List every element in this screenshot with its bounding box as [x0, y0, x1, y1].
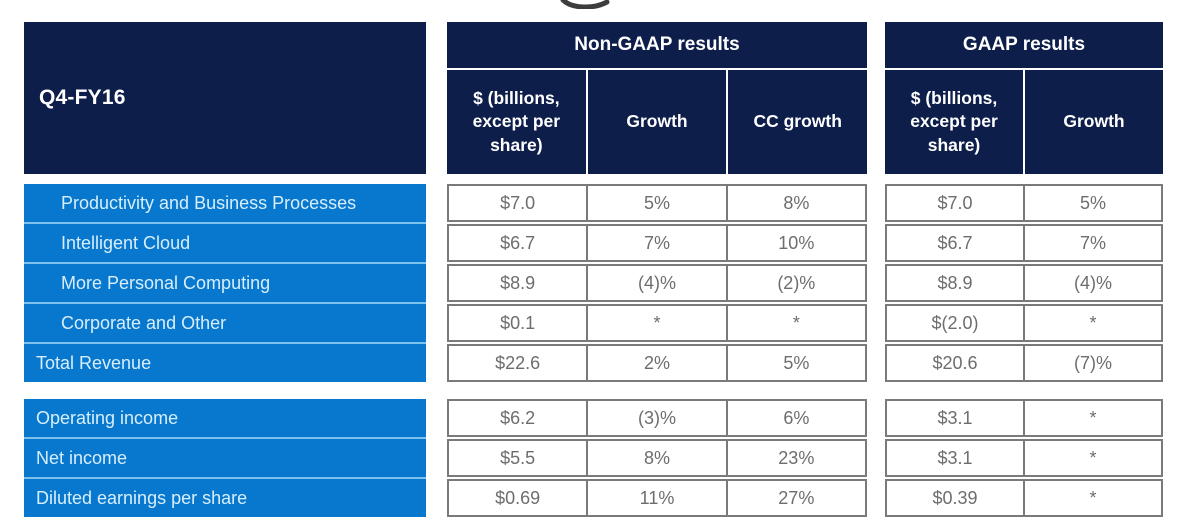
table-row: $0.69 11% 27% [447, 479, 867, 517]
value-cell: * [586, 306, 725, 340]
value-cell: 23% [725, 441, 865, 475]
value-cell: $3.1 [937, 447, 973, 468]
non-gaap-title: Non-GAAP results [447, 22, 867, 70]
value-cell: $20.6 [932, 352, 978, 373]
row-label-intelligent-cloud: Intelligent Cloud [24, 224, 426, 262]
revenue-row-labels: Productivity and Business Processes Inte… [24, 184, 426, 382]
value-cell: $3.1 [937, 407, 973, 428]
column-header-dollars: $ (billions, except per share) [910, 88, 998, 155]
value-cell: $8.9 [500, 272, 536, 293]
table-row: $6.7 7% 10% [447, 224, 867, 262]
row-label-corporate-and-other: Corporate and Other [24, 304, 426, 342]
value-cell: $6.2 [500, 407, 536, 428]
row-label-productivity-business-processes: Productivity and Business Processes [24, 184, 426, 222]
value-cell: 8% [725, 186, 865, 220]
table-row: $22.6 2% 5% [447, 344, 867, 382]
row-label-text: Operating income [36, 407, 179, 428]
value-cell: 2% [586, 346, 725, 380]
value-cell: $0.39 [932, 487, 978, 508]
value-cell: 27% [725, 481, 865, 515]
income-row-labels: Operating income Net income Diluted earn… [24, 399, 426, 517]
column-header-cc-growth: CC growth [726, 70, 867, 174]
table-row: $6.2 (3)% 6% [447, 399, 867, 437]
table-row: $0.1 * * [447, 304, 867, 342]
value-cell: 8% [586, 441, 725, 475]
gaap-revenue-table: $7.0 5% $6.7 7% $8.9 (4)% $(2.0) * $20.6… [885, 184, 1163, 382]
non-gaap-header: Non-GAAP results $ (billions, except per… [447, 22, 867, 174]
row-label-text: Intelligent Cloud [61, 232, 191, 253]
table-row: $8.9 (4)% [885, 264, 1163, 302]
value-cell: $22.6 [495, 352, 541, 373]
value-cell: $6.7 [937, 232, 973, 253]
row-label-text: Total Revenue [36, 352, 152, 373]
period-label: Q4-FY16 [39, 86, 126, 109]
value-cell: $0.1 [500, 312, 536, 333]
value-cell: $0.69 [495, 487, 541, 508]
value-cell: $(2.0) [931, 312, 979, 333]
row-label-text: Productivity and Business Processes [61, 192, 357, 213]
non-gaap-column-headers: $ (billions, except per share) Growth CC… [447, 70, 867, 174]
value-cell: $5.5 [500, 447, 536, 468]
gaap-title: GAAP results [885, 22, 1163, 70]
non-gaap-income-table: $6.2 (3)% 6% $5.5 8% 23% $0.69 11% 27% [447, 399, 867, 517]
table-row: $6.7 7% [885, 224, 1163, 262]
table-row: $(2.0) * [885, 304, 1163, 342]
row-label-operating-income: Operating income [24, 399, 426, 437]
value-cell: (7)% [1023, 346, 1161, 380]
row-label-text: Diluted earnings per share [36, 487, 248, 508]
table-row: $5.5 8% 23% [447, 439, 867, 477]
table-row: $0.39 * [885, 479, 1163, 517]
value-cell: $7.0 [937, 192, 973, 213]
value-cell: 11% [586, 481, 725, 515]
table-row: $3.1 * [885, 439, 1163, 477]
table-row: $8.9 (4)% (2)% [447, 264, 867, 302]
non-gaap-revenue-table: $7.0 5% 8% $6.7 7% 10% $8.9 (4)% (2)% $0… [447, 184, 867, 382]
row-label-diluted-eps: Diluted earnings per share [24, 479, 426, 517]
table-row: $20.6 (7)% [885, 344, 1163, 382]
value-cell: * [1023, 441, 1161, 475]
row-label-text: Net income [36, 447, 128, 468]
value-cell: 5% [725, 346, 865, 380]
value-cell: 6% [725, 401, 865, 435]
value-cell: 10% [725, 226, 865, 260]
gaap-column-headers: $ (billions, except per share) Growth [885, 70, 1163, 174]
value-cell: $6.7 [500, 232, 536, 253]
value-cell: * [1023, 306, 1161, 340]
table-row: $7.0 5% 8% [447, 184, 867, 222]
column-header-growth: Growth [1023, 70, 1163, 174]
row-label-more-personal-computing: More Personal Computing [24, 264, 426, 302]
value-cell: $7.0 [500, 192, 536, 213]
column-header-growth: Growth [585, 70, 727, 174]
gaap-header: GAAP results $ (billions, except per sha… [885, 22, 1163, 174]
value-cell: * [1023, 481, 1161, 515]
row-label-text: More Personal Computing [61, 272, 271, 293]
column-header-dollars: $ (billions, except per share) [472, 88, 561, 155]
table-row: $3.1 * [885, 399, 1163, 437]
value-cell: * [1023, 401, 1161, 435]
row-label-text: Corporate and Other [61, 312, 227, 333]
value-cell: 5% [586, 186, 725, 220]
value-cell: (3)% [586, 401, 725, 435]
gaap-income-table: $3.1 * $3.1 * $0.39 * [885, 399, 1163, 517]
row-label-net-income: Net income [24, 439, 426, 477]
value-cell: (4)% [586, 266, 725, 300]
value-cell: 7% [586, 226, 725, 260]
table-row: $7.0 5% [885, 184, 1163, 222]
value-cell: (4)% [1023, 266, 1161, 300]
value-cell: (2)% [725, 266, 865, 300]
value-cell: 7% [1023, 226, 1161, 260]
value-cell: * [725, 306, 865, 340]
value-cell: $8.9 [937, 272, 973, 293]
period-header: Q4-FY16 [24, 22, 426, 174]
row-label-total-revenue: Total Revenue [24, 344, 426, 382]
cropped-title-glyph [560, 0, 610, 9]
value-cell: 5% [1023, 186, 1161, 220]
